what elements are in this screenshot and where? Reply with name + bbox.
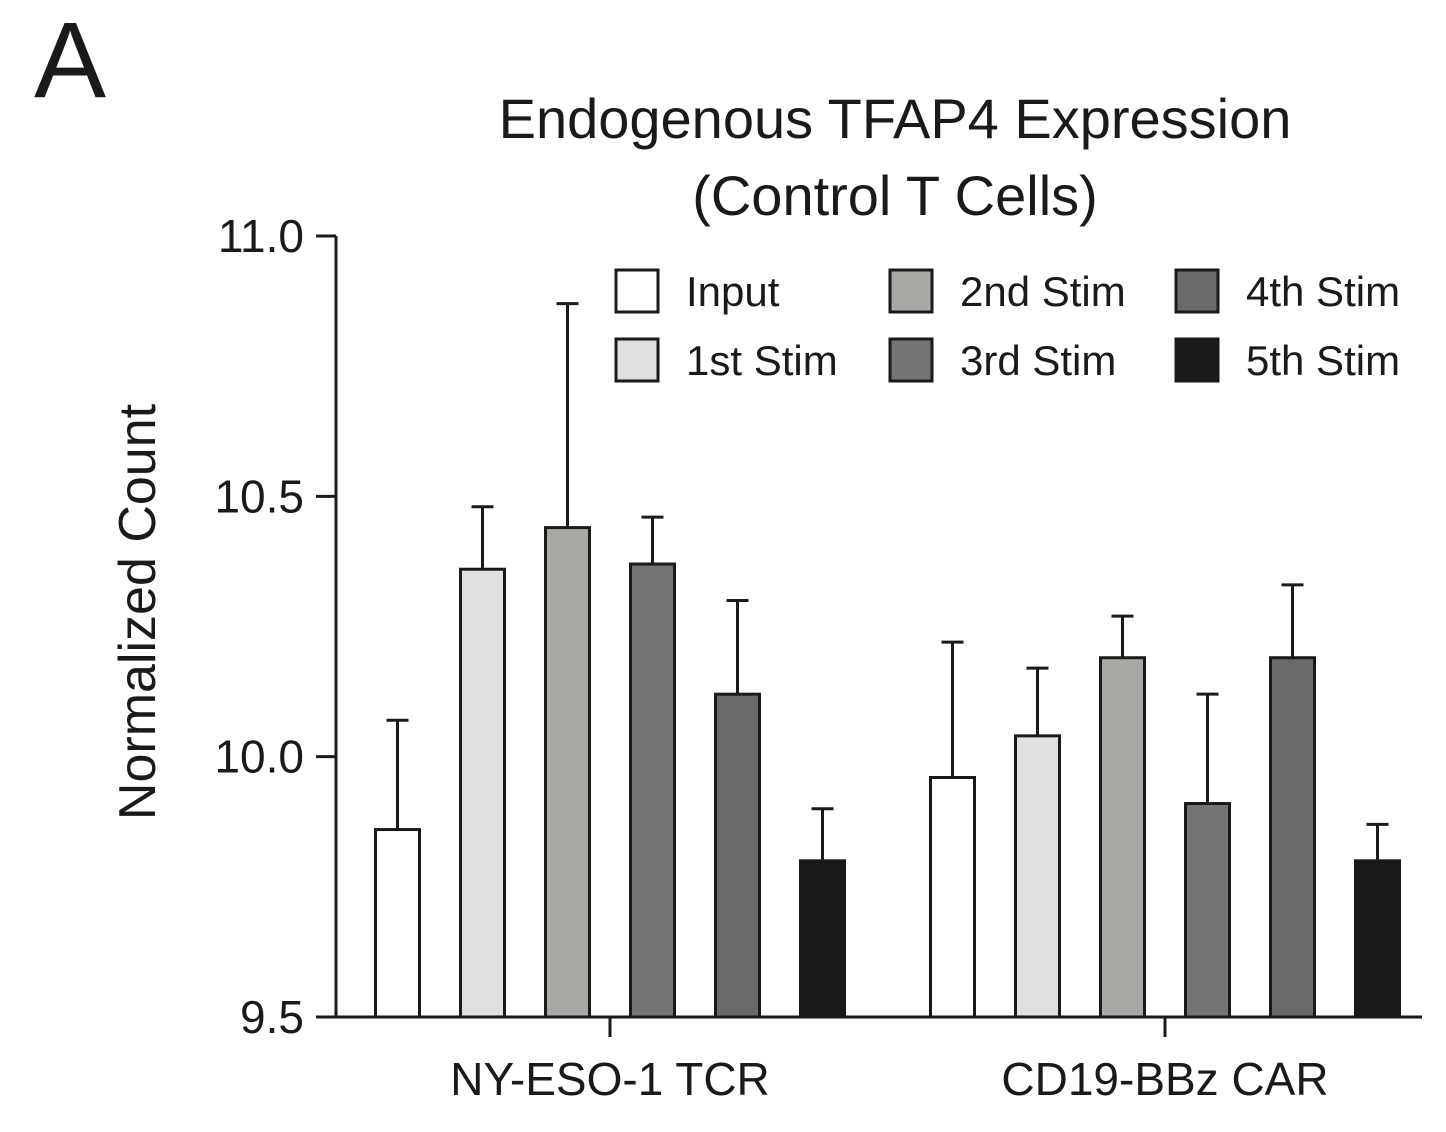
bars (374, 302, 1401, 1019)
bar (374, 828, 421, 1019)
legend-swatch (614, 268, 660, 314)
chart-subtitle: (Control T Cells) (692, 164, 1098, 227)
chart-title: Endogenous TFAP4 Expression (499, 87, 1292, 150)
bar (1099, 656, 1146, 1019)
bar (714, 692, 761, 1019)
legend-entry-label: Input (686, 268, 780, 315)
legend-swatch (888, 337, 934, 383)
bar (544, 526, 591, 1019)
y-tick-label: 9.5 (240, 991, 304, 1043)
bar (1184, 802, 1231, 1019)
bar (929, 775, 976, 1019)
legend-entry-label: 1st Stim (686, 337, 838, 384)
bar (1269, 656, 1316, 1019)
y-tick-label: 10.5 (214, 470, 304, 522)
axes: 9.5 10.0 10.5 11.0 NY-ESO-1 TCR CD19-BBz CAR (214, 210, 1422, 1105)
legend-swatch (888, 268, 934, 314)
x-tick-label: CD19-BBz CAR (1001, 1053, 1328, 1105)
legend-swatch (1174, 337, 1220, 383)
x-tick-label: NY-ESO-1 TCR (450, 1053, 770, 1105)
legend-entry-label: 4th Stim (1246, 268, 1400, 315)
bar (799, 859, 846, 1019)
y-tick-label: 10.0 (214, 731, 304, 783)
legend-entry-label: 5th Stim (1246, 337, 1400, 384)
legend-entry-label: 3rd Stim (960, 337, 1116, 384)
bar (459, 567, 506, 1019)
y-tick-label: 11.0 (218, 210, 304, 262)
bar (629, 562, 676, 1019)
y-axis-label: Normalized Count (109, 403, 167, 820)
bar (1354, 859, 1401, 1019)
legend-swatch (614, 337, 660, 383)
panel-label: A (34, 0, 107, 120)
legend-swatch (1174, 268, 1220, 314)
legend: Input 1st Stim 2nd Stim 3rd Stim 4th Stim 5th… (614, 268, 1400, 384)
legend-entry-label: 2nd Stim (960, 268, 1126, 315)
bar (1014, 734, 1061, 1019)
